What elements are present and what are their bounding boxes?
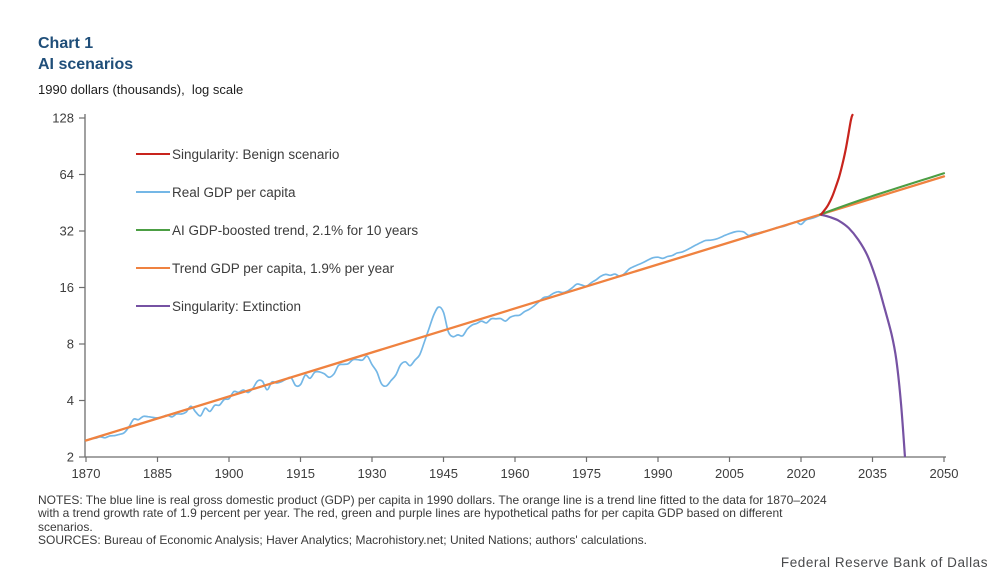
x-tick-label: 1885 <box>143 466 172 481</box>
series-line-singularity-benign-scenario <box>819 113 854 216</box>
legend-item-trend-gdp: Trend GDP per capita, 1.9% per year <box>136 259 394 277</box>
x-tick-label: 2005 <box>715 466 744 481</box>
x-tick-label: 1870 <box>72 466 101 481</box>
series-line-trend-gdp-per-capita-1-9-per-year <box>84 175 946 442</box>
legend-line-purple <box>136 304 170 308</box>
series-line-singularity-extinction <box>820 213 906 458</box>
legend-label: Trend GDP per capita, 1.9% per year <box>172 260 395 276</box>
x-tick-label: 1945 <box>429 466 458 481</box>
legend-line-green <box>136 228 170 232</box>
y-tick-label: 4 <box>67 393 74 408</box>
x-tick-label: 1915 <box>286 466 315 481</box>
y-tick-label: 128 <box>52 111 74 126</box>
y-tick-label: 8 <box>67 337 74 352</box>
series-line-real-gdp-per-capita <box>85 214 821 442</box>
x-tick-label: 2020 <box>787 466 816 481</box>
notes-line: scenarios. <box>38 519 93 534</box>
x-tick-label: 2050 <box>930 466 959 481</box>
legend-item-benign-singularity: Singularity: Benign scenario <box>136 145 339 163</box>
legend-line-red <box>136 152 170 156</box>
legend-item-ai-boosted-trend: AI GDP-boosted trend, 2.1% for 10 years <box>136 221 418 239</box>
notes-line: NOTES: The blue line is real gross domes… <box>38 493 827 507</box>
legend-label: Real GDP per capita <box>172 184 296 200</box>
x-tick-label: 1975 <box>572 466 601 481</box>
x-tick-label: 1990 <box>644 466 673 481</box>
y-axis-unit-label: 1990 dollars (thousands), log scale <box>38 82 244 97</box>
publisher-name: Federal Reserve Bank of Dallas <box>780 555 988 570</box>
y-tick-label: 16 <box>60 280 74 295</box>
legend-line-blue <box>136 190 170 194</box>
y-tick-label: 64 <box>60 167 74 182</box>
chart-notes: NOTES: The blue line is real gross domes… <box>38 493 827 548</box>
series-line-ai-gdp-boosted-trend-2-1-for-10-years <box>819 172 946 216</box>
chart-title: AI scenarios <box>38 56 134 73</box>
x-tick-label: 1900 <box>215 466 244 481</box>
legend-label: Singularity: Extinction <box>172 298 302 314</box>
chart-canvas: 1870 1885 1900 1915 1930 1945 1960 1975 1990 2005… <box>52 111 959 482</box>
legend-item-extinction-singularity: Singularity: Extinction <box>136 297 301 315</box>
notes-line: with a trend growth rate of 1.9 percent … <box>38 506 783 521</box>
y-tick-label: 32 <box>60 224 74 239</box>
sources-line: SOURCES: Bureau of Economic Analysis; Ha… <box>38 533 647 548</box>
y-tick-label: 2 <box>67 450 74 465</box>
x-tick-label: 1960 <box>501 466 530 481</box>
legend-line-orange <box>136 266 170 270</box>
legend-label: Singularity: Benign scenario <box>172 146 340 162</box>
x-tick-label: 1930 <box>358 466 387 481</box>
chart-number-label: Chart 1 <box>38 35 94 52</box>
legend-label: AI GDP-boosted trend, 2.1% for 10 years <box>172 222 419 238</box>
legend-item-real-gdp: Real GDP per capita <box>136 183 296 201</box>
x-tick-label: 2035 <box>858 466 887 481</box>
